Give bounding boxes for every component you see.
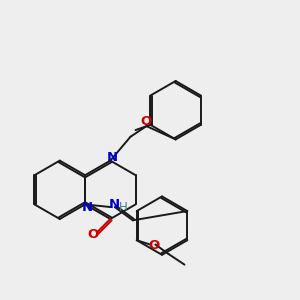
- Text: O: O: [148, 239, 160, 252]
- Text: H: H: [119, 201, 128, 214]
- Text: O: O: [87, 228, 98, 242]
- Text: N: N: [106, 152, 118, 164]
- Text: O: O: [141, 116, 152, 128]
- Text: N: N: [109, 198, 120, 211]
- Text: N: N: [82, 201, 93, 214]
